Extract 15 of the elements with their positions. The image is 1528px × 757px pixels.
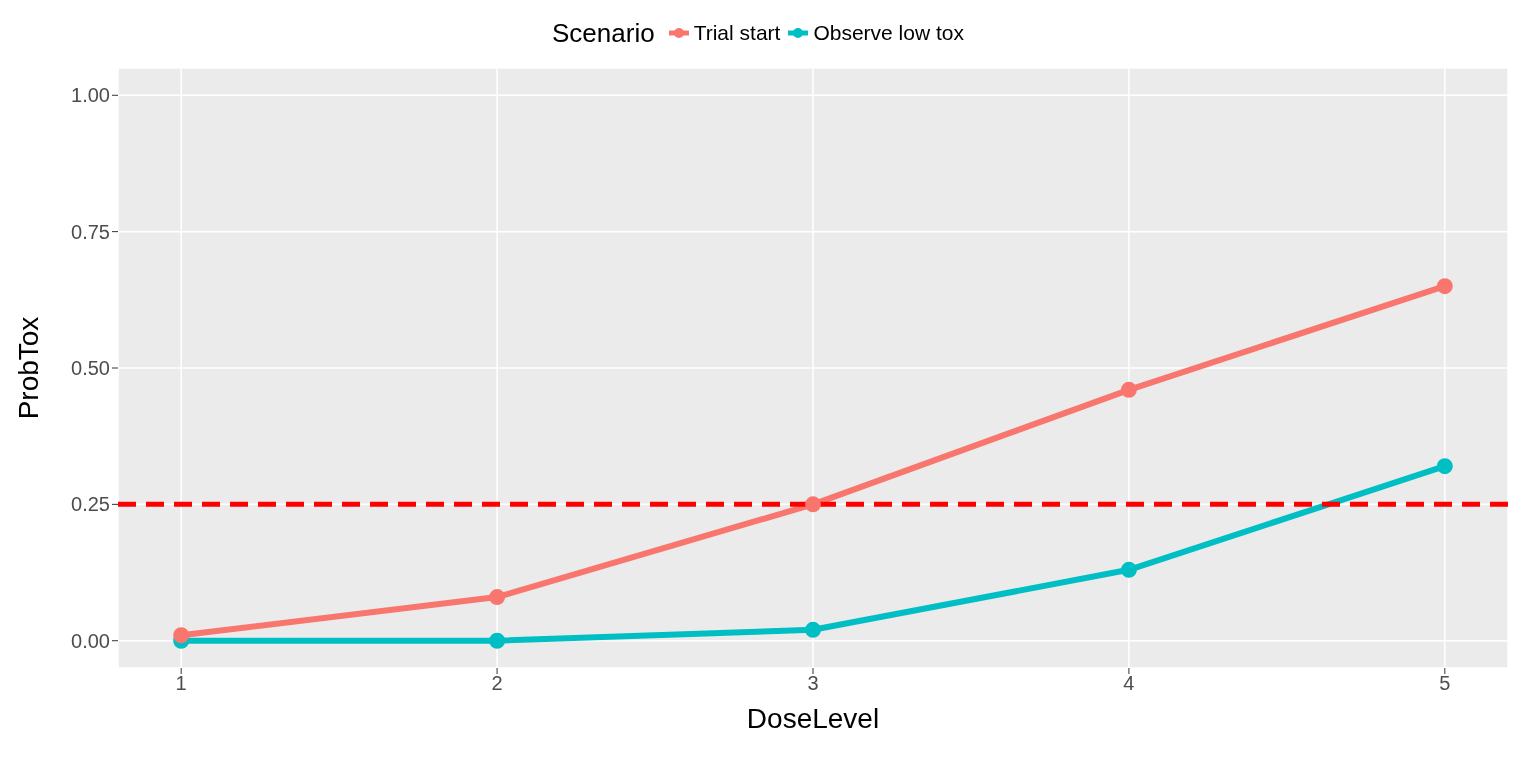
y-tick-label: 0.50	[71, 357, 110, 380]
x-tick-label: 5	[1439, 672, 1451, 695]
y-tick-label: 0.75	[71, 220, 110, 243]
legend-label: Trial start	[693, 21, 781, 45]
y-tick-label: 0.25	[71, 493, 110, 516]
x-tick-label: 3	[807, 672, 819, 695]
y-axis-title: ProbTox	[12, 316, 44, 420]
legend-title: Scenario	[552, 17, 655, 49]
legend-label: Observe low tox	[813, 21, 964, 45]
y-tick-label: 1.00	[71, 84, 110, 107]
x-tick-label: 2	[491, 672, 503, 695]
x-tick-label: 1	[175, 672, 187, 695]
x-tick-label: 4	[1123, 672, 1135, 695]
y-tick-label: 0.00	[71, 629, 110, 652]
x-axis-title: DoseLevel	[746, 703, 880, 734]
